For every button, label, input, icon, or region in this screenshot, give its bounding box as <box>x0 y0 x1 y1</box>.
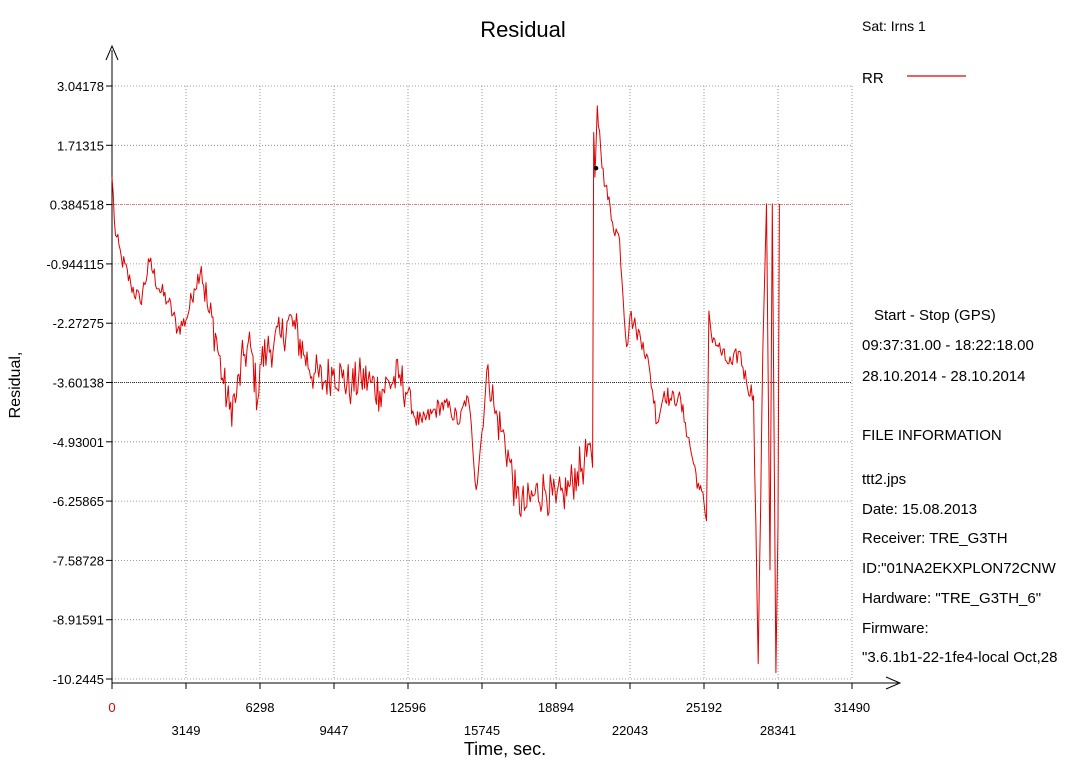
y-tick-label: -10.2445 <box>53 672 104 687</box>
series-line-rr <box>111 105 780 674</box>
x-axis-label: Time, sec. <box>464 739 546 759</box>
series <box>111 105 780 674</box>
receiver-id: ID:"01NA2EKXPLON72CNW <box>862 560 1056 577</box>
sat-label: Sat: Irns 1 <box>862 18 926 34</box>
x-tick-label: 31490 <box>834 700 870 715</box>
y-tick-label: -6.25865 <box>53 494 104 509</box>
y-axis-label: Residual, <box>7 352 24 419</box>
y-tick-label: -2.27275 <box>53 316 104 331</box>
y-tick-label: -0.944115 <box>46 257 104 272</box>
firmware-label: Firmware: <box>862 620 929 637</box>
x-tick-label: 6298 <box>246 700 275 715</box>
side-panel: Sat: Irns 1 RR Start - Stop (GPS) 09:37:… <box>862 0 1068 764</box>
time-range: 09:37:31.00 - 18:22:18.00 <box>862 337 1034 354</box>
file-info-title: FILE INFORMATION <box>862 427 1002 444</box>
receiver: Receiver: TRE_G3TH <box>862 530 1008 547</box>
marker-point <box>593 166 599 171</box>
x-tick-label: 12596 <box>390 700 426 715</box>
x-tick-label: 15745 <box>464 723 500 738</box>
x-tick-labels: 0 3149 6298 9447 12596 15745 18894 22043 25192 28… <box>108 683 870 738</box>
x-axis-arrow <box>885 676 902 690</box>
reference-lines <box>112 204 852 383</box>
file-name: ttt2.jps <box>862 471 907 488</box>
x-tick-label: 18894 <box>538 700 574 715</box>
legend-label: RR <box>862 70 884 87</box>
date-range: 28.10.2014 - 28.10.2014 <box>862 368 1026 385</box>
x-tick-label: 0 <box>108 700 115 715</box>
y-axis-arrow <box>105 44 119 61</box>
y-tick-label: 3.04178 <box>57 79 104 94</box>
y-tick-labels: 3.04178 1.71315 0.384518 -0.944115 -2.27275 -… <box>46 79 112 687</box>
axes <box>105 44 902 690</box>
start-stop-title: Start - Stop (GPS) <box>874 307 996 324</box>
y-tick-label: 0.384518 <box>50 198 104 213</box>
y-tick-label: -4.93001 <box>53 435 104 450</box>
chart-title: Residual <box>480 17 566 42</box>
y-tick-label: 1.71315 <box>57 138 104 153</box>
y-tick-label: -3.60138 <box>53 376 104 391</box>
x-tick-label: 28341 <box>760 723 796 738</box>
y-tick-label: -8.91591 <box>53 613 104 628</box>
firmware-value: "3.6.1b1-22-1fe4-local Oct,28 <box>862 649 1058 666</box>
x-tick-label: 25192 <box>686 700 722 715</box>
x-tick-label: 3149 <box>172 723 201 738</box>
x-tick-label: 9447 <box>320 723 349 738</box>
hardware: Hardware: "TRE_G3TH_6" <box>862 590 1042 607</box>
x-tick-label: 22043 <box>612 723 648 738</box>
y-tick-label: -7.58728 <box>53 553 104 568</box>
file-date: Date: 15.08.2013 <box>862 501 978 518</box>
